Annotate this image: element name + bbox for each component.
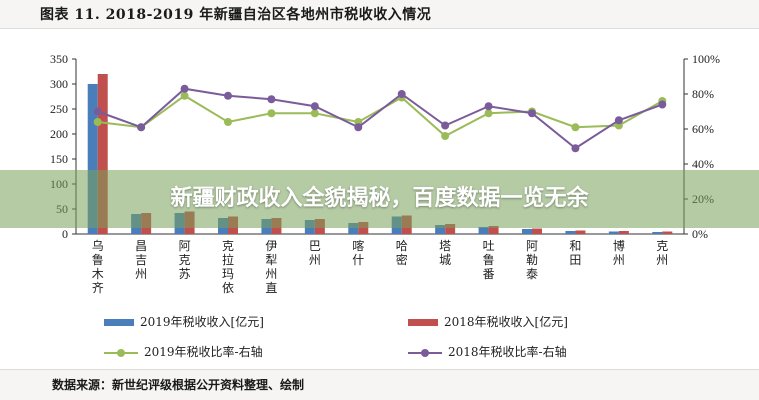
x-tick-label: 吐鲁番 <box>483 239 495 281</box>
point-2018 <box>310 102 319 111</box>
point-2019 <box>224 118 232 126</box>
bar-2018 <box>575 230 586 234</box>
x-tick-label: 乌鲁木齐 <box>92 238 104 295</box>
legend-swatch-bar-2018 <box>408 319 438 326</box>
x-tick-label: 克拉玛依 <box>222 239 234 295</box>
legend-label-line-2018: 2018年税收比率-右轴 <box>448 345 567 359</box>
bar-2018 <box>532 228 542 234</box>
y-right-tick-label: 80% <box>692 87 714 101</box>
x-tick-label: 喀什 <box>352 239 364 267</box>
y-left-tick-label: 150 <box>50 152 68 166</box>
y-left-tick-label: 350 <box>50 52 68 66</box>
source-note: 数据来源：新世纪评级根据公开资料整理、绘制 <box>52 378 305 392</box>
series-line-2018 <box>97 87 663 150</box>
y-right-tick-label: 100% <box>692 52 720 66</box>
legend-item-bar-2019: 2019年税收收入[亿元] <box>104 313 264 330</box>
x-tick-label: 和田 <box>569 239 581 267</box>
point-2018 <box>224 91 232 100</box>
x-tick-label: 伊犁州直 <box>265 239 277 295</box>
bar-2018 <box>488 226 499 234</box>
x-tick-label: 克州 <box>656 239 668 267</box>
x-tick-label: 昌吉州 <box>135 239 147 281</box>
bar-2019 <box>478 227 489 234</box>
y-right-tick-label: 0% <box>692 227 708 241</box>
overlay-banner-text: 新疆财政收入全貌揭秘，百度数据一览无余 <box>170 186 589 211</box>
point-2019 <box>310 109 319 118</box>
point-2018 <box>614 116 623 125</box>
point-2018 <box>571 144 580 153</box>
y-right-tick-label: 60% <box>692 122 714 136</box>
x-tick-label: 巴州 <box>309 239 321 267</box>
bar-2018 <box>445 224 456 234</box>
y-right-tick-label: 40% <box>692 157 714 171</box>
point-2018 <box>441 121 450 130</box>
point-2018 <box>137 123 146 132</box>
x-tick-label: 哈密 <box>396 239 408 267</box>
y-left-tick-label: 0 <box>62 227 68 241</box>
overlay-banner <box>0 170 759 228</box>
x-tick-label: 阿克苏 <box>179 239 191 281</box>
legend-label-line-2019: 2019年税收比率-右轴 <box>144 345 263 359</box>
point-2018 <box>267 95 276 104</box>
bar-2019 <box>348 223 359 234</box>
bar-2019 <box>608 231 619 234</box>
point-2018 <box>484 102 493 111</box>
bar-2019 <box>435 225 446 234</box>
figure-title: 图表 11. 2018-2019 年新疆自治区各地州市税收收入情况 <box>40 7 432 23</box>
legend-item-bar-2018: 2018年税收收入[亿元] <box>408 313 568 330</box>
point-2018 <box>658 100 667 109</box>
bar-2019 <box>565 231 576 234</box>
legend-swatch-line-2019 <box>104 347 138 359</box>
point-2019 <box>93 118 102 126</box>
legend-swatch-bar-2019 <box>104 319 134 326</box>
point-2018 <box>397 90 406 98</box>
bar-2018 <box>358 222 369 234</box>
y-left-tick-label: 200 <box>50 127 68 141</box>
point-2018 <box>528 109 536 118</box>
bar-2019 <box>652 232 663 234</box>
bar-2018 <box>618 231 629 234</box>
bar-2018 <box>662 231 673 234</box>
point-2018 <box>180 84 189 93</box>
bar-2018 <box>97 74 108 234</box>
y-left-tick-label: 250 <box>50 102 68 116</box>
point-2018 <box>354 123 363 132</box>
point-2019 <box>180 91 189 100</box>
legend-label-bar-2019: 2019年税收收入[亿元] <box>140 315 264 329</box>
x-tick-label: 塔城 <box>439 239 451 267</box>
bar-2019 <box>87 84 98 234</box>
legend-item-line-2018: 2018年税收比率-右轴 <box>408 343 567 360</box>
point-2018 <box>93 107 102 116</box>
x-tick-label: 博州 <box>613 238 625 267</box>
legend-item-line-2019: 2019年税收比率-右轴 <box>104 343 263 360</box>
point-2019 <box>571 123 580 132</box>
point-2019 <box>267 109 276 118</box>
x-tick-label: 阿勒泰 <box>526 239 538 281</box>
point-2019 <box>484 109 493 118</box>
legend-swatch-line-2018 <box>408 347 442 359</box>
legend-label-bar-2018: 2018年税收收入[亿元] <box>444 315 568 329</box>
bar-2019 <box>522 229 532 234</box>
y-left-tick-label: 300 <box>50 77 68 91</box>
point-2019 <box>441 132 450 140</box>
